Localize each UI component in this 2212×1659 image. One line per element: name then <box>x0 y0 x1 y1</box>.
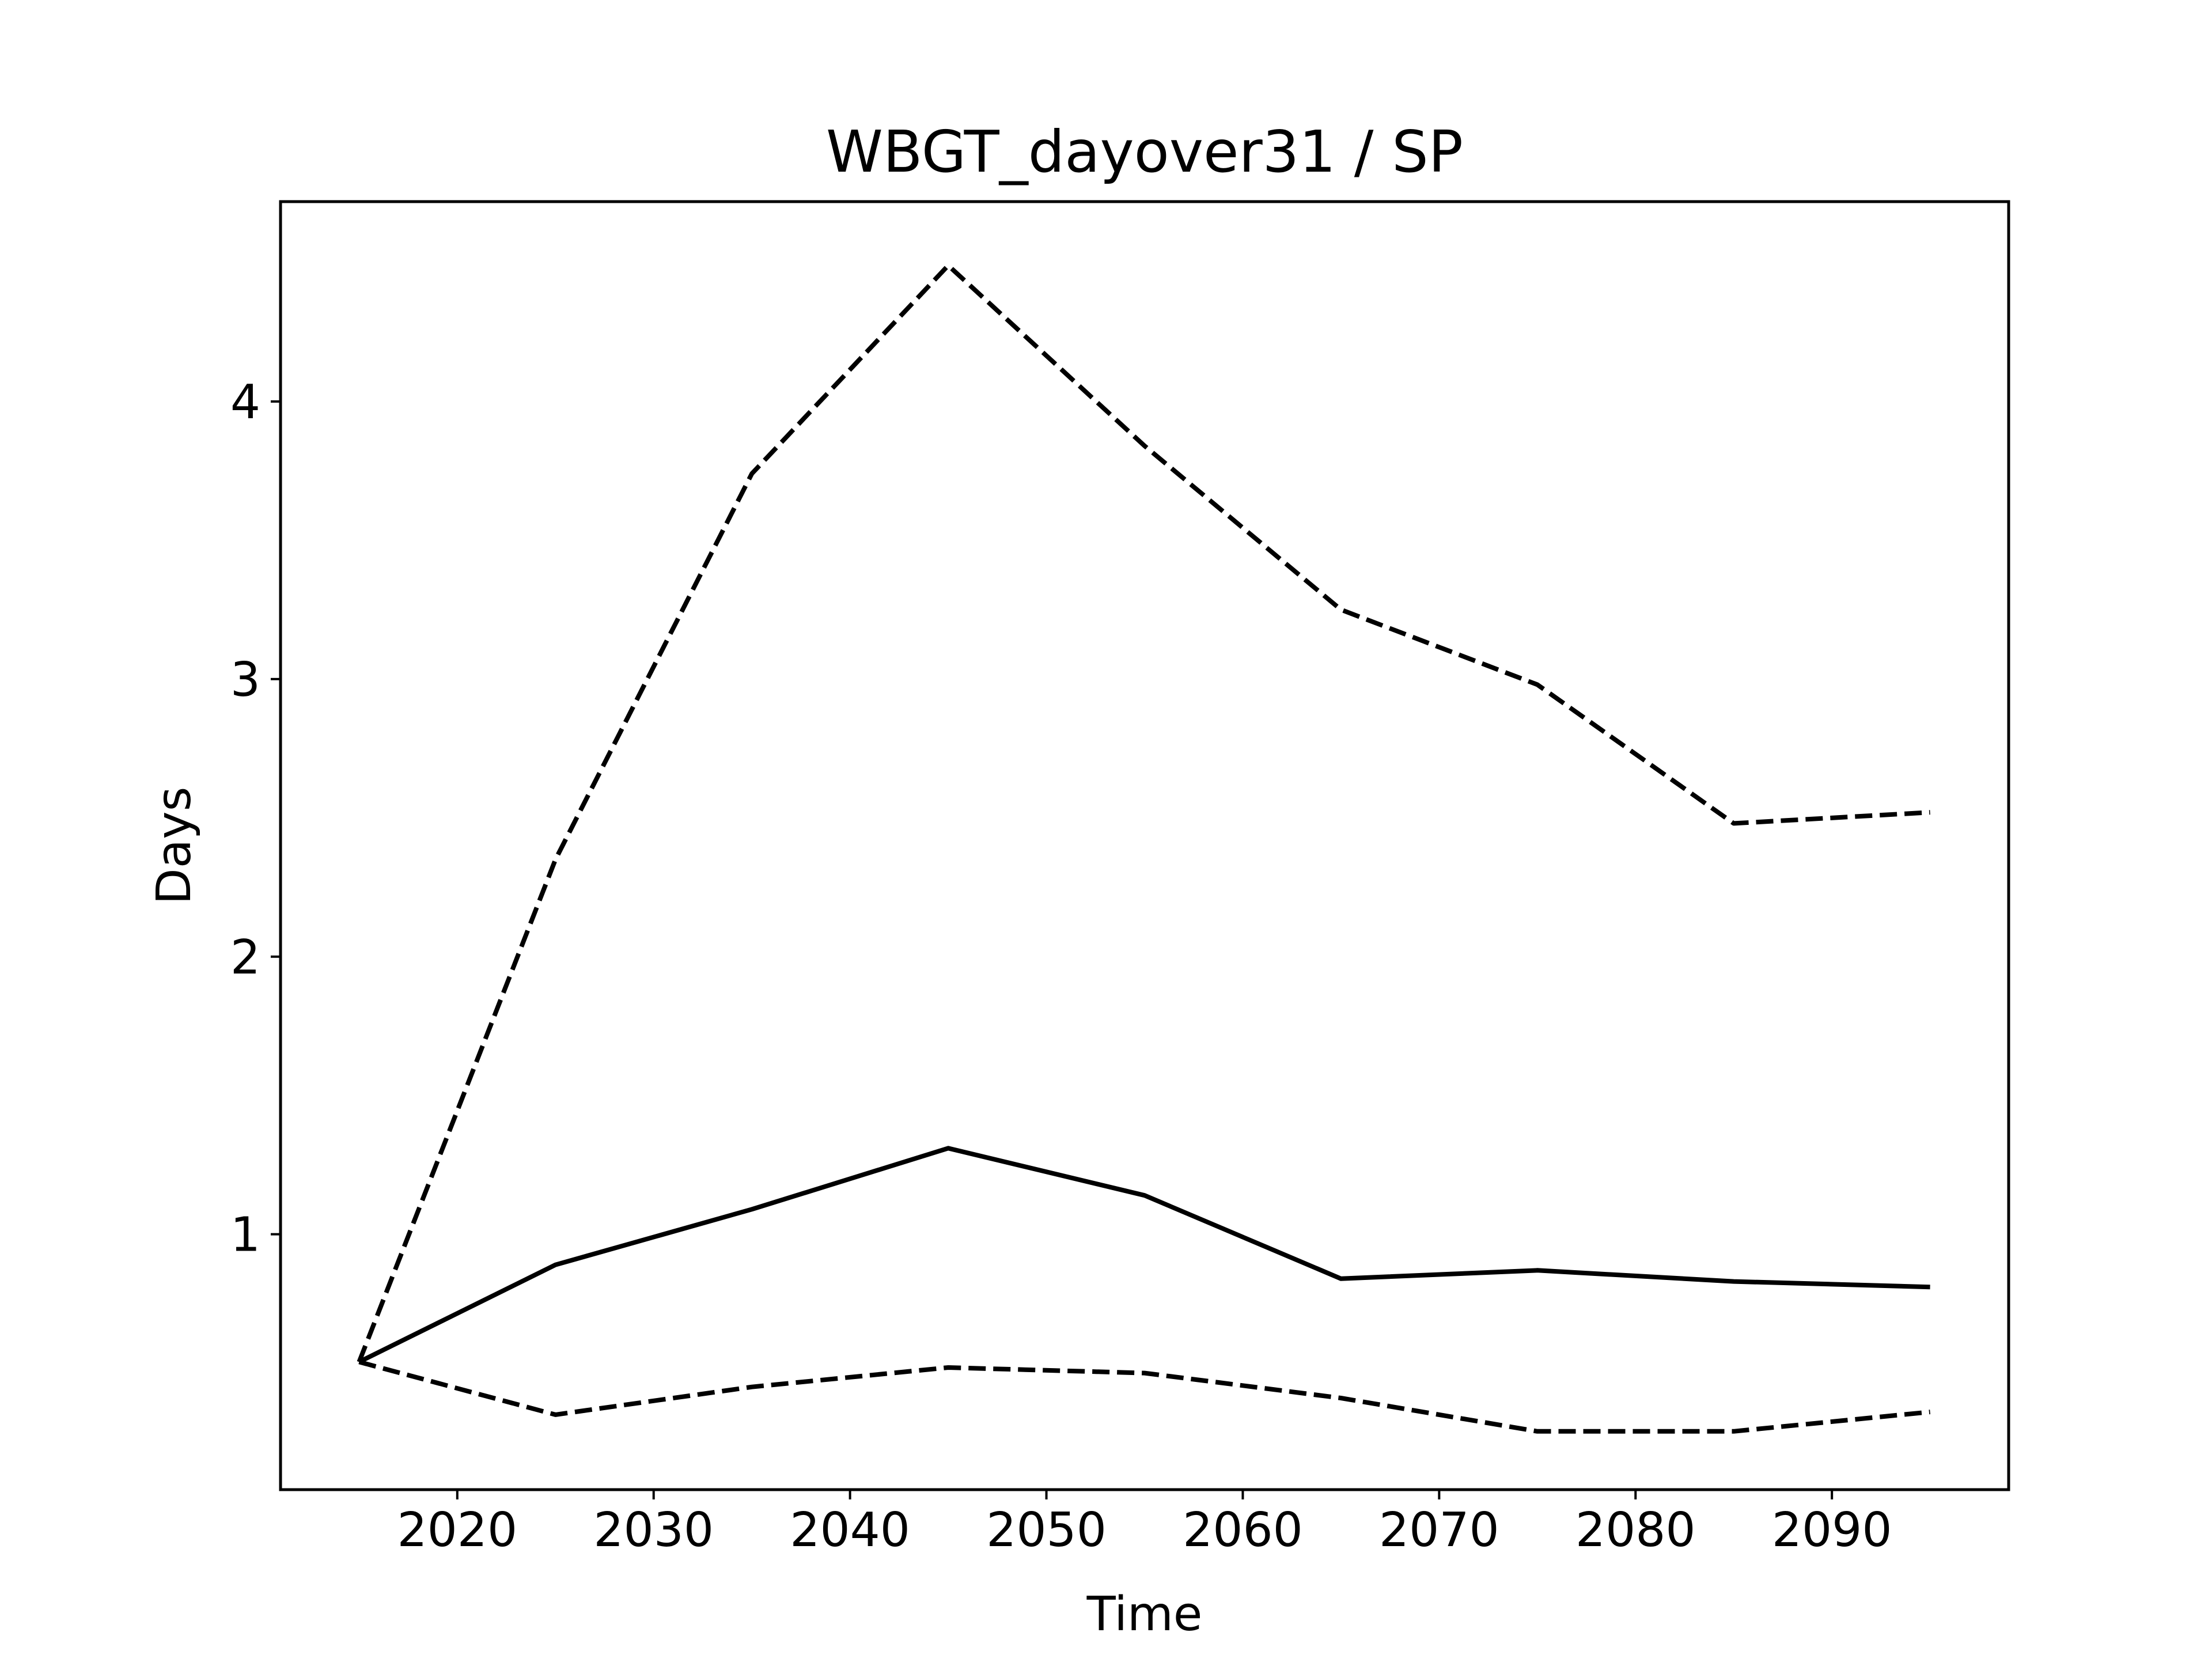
y-tick-label: 1 <box>230 1208 260 1263</box>
y-tick-label: 2 <box>230 930 260 985</box>
y-axis-label: Days <box>147 787 202 905</box>
y-tick-label: 3 <box>230 653 260 707</box>
x-tick-label: 2020 <box>397 1503 517 1558</box>
x-tick-label: 2030 <box>593 1503 714 1558</box>
x-tick-label: 2090 <box>1772 1503 1892 1558</box>
y-tick-label: 4 <box>230 375 260 430</box>
x-tick-label: 2060 <box>1183 1503 1303 1558</box>
x-tick-label: 2050 <box>986 1503 1107 1558</box>
y-axis-ticks: 1 2 3 4 <box>230 375 281 1263</box>
x-tick-label: 2070 <box>1379 1503 1499 1558</box>
series-line-3 <box>358 1359 1930 1434</box>
chart-title: WBGT_dayover31 / SP <box>826 118 1463 185</box>
x-tick-label: 2040 <box>790 1503 910 1558</box>
series-line-1 <box>358 1146 1930 1364</box>
plot-frame <box>279 200 2010 1491</box>
series-line-2 <box>357 263 1930 1363</box>
x-axis-ticks: 2020 2030 2040 2050 2060 2070 2080 2090 <box>397 1490 1892 1558</box>
series-layer <box>357 263 1930 1434</box>
x-axis-label: Time <box>1086 1587 1203 1642</box>
x-tick-label: 2080 <box>1575 1503 1696 1558</box>
